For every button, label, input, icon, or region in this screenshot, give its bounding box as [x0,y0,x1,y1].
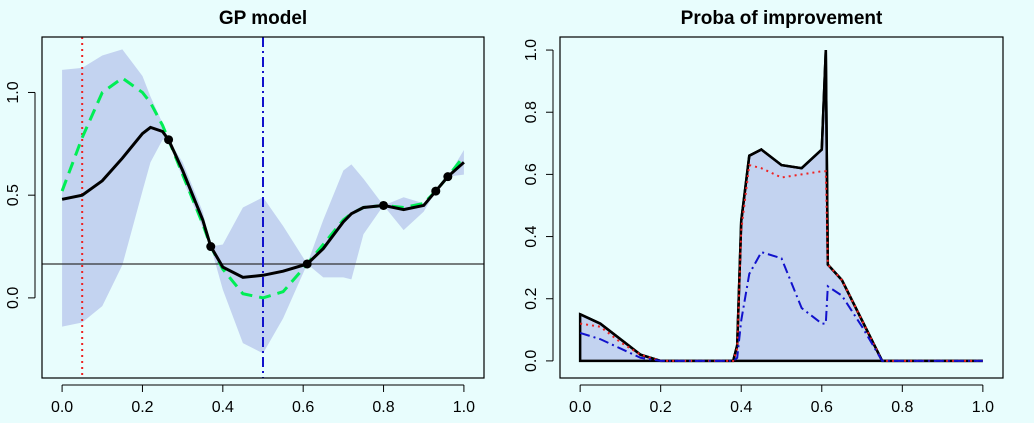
observation [302,259,312,269]
y-tick-label: 0.5 [5,184,22,206]
y-tick-label: 0.0 [523,350,540,372]
x-tick-label: 0.6 [811,399,833,416]
series-line [579,250,983,362]
y-tick-label: 1.0 [5,81,22,103]
x-tick-label: 0.4 [730,399,752,416]
y-tick-label: 0.6 [523,163,540,185]
observation [431,186,441,196]
y-tick-label: 0.2 [523,288,540,310]
x-tick-label: 0.2 [650,399,672,416]
plot-area [578,50,983,363]
x-tick-label: 0.8 [891,399,913,416]
observation [379,200,389,210]
chart-title: Proba of improvement [681,8,883,29]
observation [443,172,453,182]
plot-area [42,37,484,378]
plot-frame [559,36,1004,379]
observation [164,135,174,145]
x-tick-label: 0.6 [292,399,314,416]
plot-frame [41,36,485,379]
series-line [61,125,465,279]
x-tick-label: 1.0 [453,399,475,416]
observation [206,242,216,252]
series-line [579,163,983,362]
chart-title: GP model [219,8,307,29]
x-tick-label: 0.2 [131,399,153,416]
x-tick-label: 1.0 [972,399,994,416]
area-fill [578,50,983,363]
x-tick-label: 0.4 [212,399,234,416]
x-tick-label: 0.0 [51,399,73,416]
y-tick-label: 1.0 [523,39,540,61]
y-tick-label: 0.0 [5,287,22,309]
x-tick-label: 0.0 [569,399,591,416]
y-tick-label: 0.8 [523,101,540,123]
x-tick-label: 0.8 [372,399,394,416]
y-tick-label: 0.4 [523,225,540,247]
series-line [60,76,466,300]
